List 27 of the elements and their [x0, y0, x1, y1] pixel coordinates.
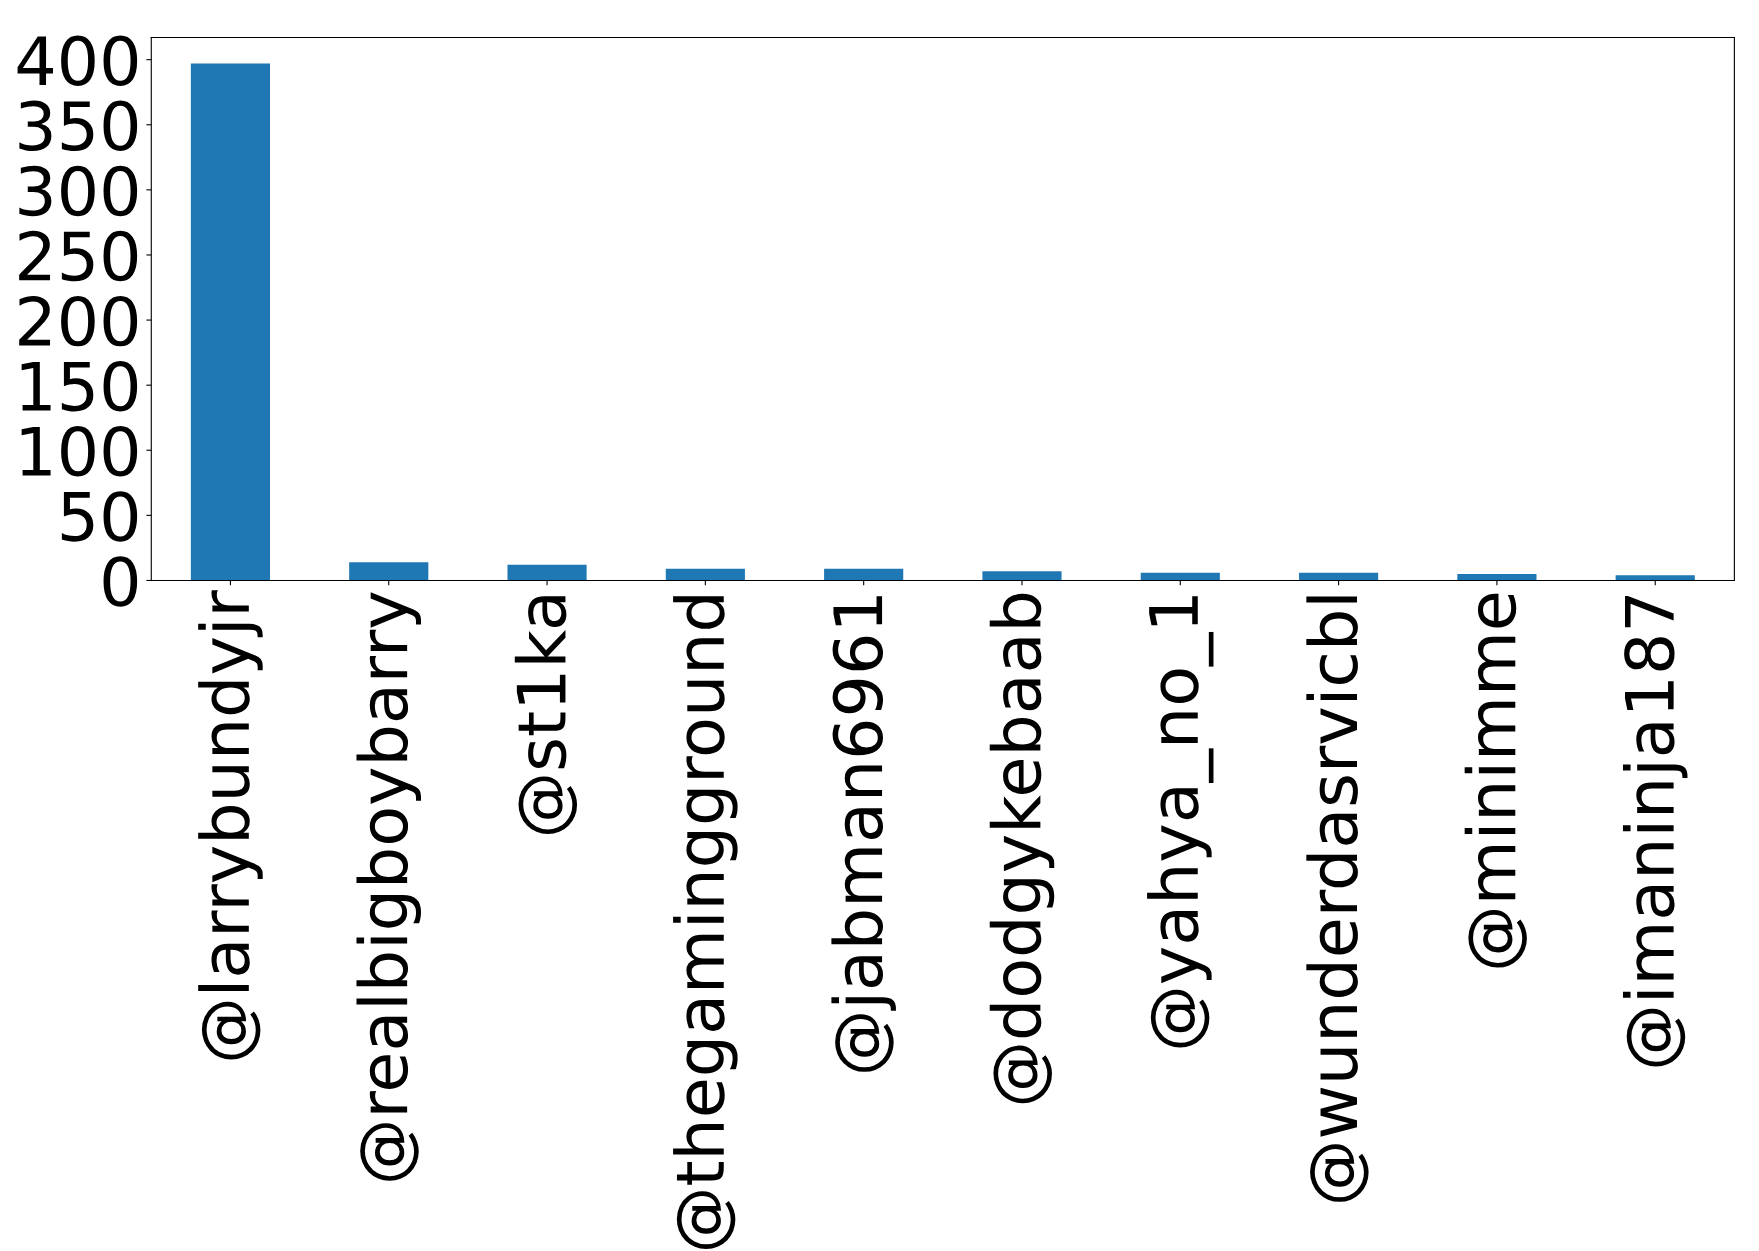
bar [665, 568, 745, 581]
x-tick-label: @wunderdasrvicbl [1306, 596, 1369, 1202]
x-tick-label: @minimme [1464, 593, 1527, 968]
bar [507, 564, 587, 581]
bar [349, 562, 429, 581]
y-tick-label: 0 [103, 556, 138, 607]
x-tick-label: @yahya_no_1 [1147, 596, 1214, 1048]
y-tick-label: 350 [19, 100, 138, 152]
x-tick-label: @st1ka [514, 596, 578, 835]
y-tick-label: 100 [21, 426, 138, 477]
y-tick-label: 250 [19, 230, 138, 282]
x-tick-label: @realbigboybarry [356, 592, 421, 1181]
y-tick-label: 150 [21, 361, 138, 412]
x-tick-label: @jabman6961 [831, 596, 896, 1072]
x-tick-label: @thegamingground [673, 596, 738, 1249]
bar [190, 63, 271, 581]
bar [1457, 573, 1537, 581]
y-tick-label: 200 [19, 295, 138, 347]
bar [1615, 575, 1695, 581]
y-tick-label: 400 [17, 35, 138, 86]
y-tick-label: 300 [19, 165, 138, 217]
bar [824, 568, 904, 581]
x-tick-label: @larrybundyjr [198, 590, 263, 1060]
bar [982, 571, 1062, 581]
y-tick-label: 50 [61, 491, 138, 542]
x-tick-label: @imaninja187 [1622, 595, 1688, 1067]
x-tick-label: @dodgykebaab [989, 593, 1055, 1104]
